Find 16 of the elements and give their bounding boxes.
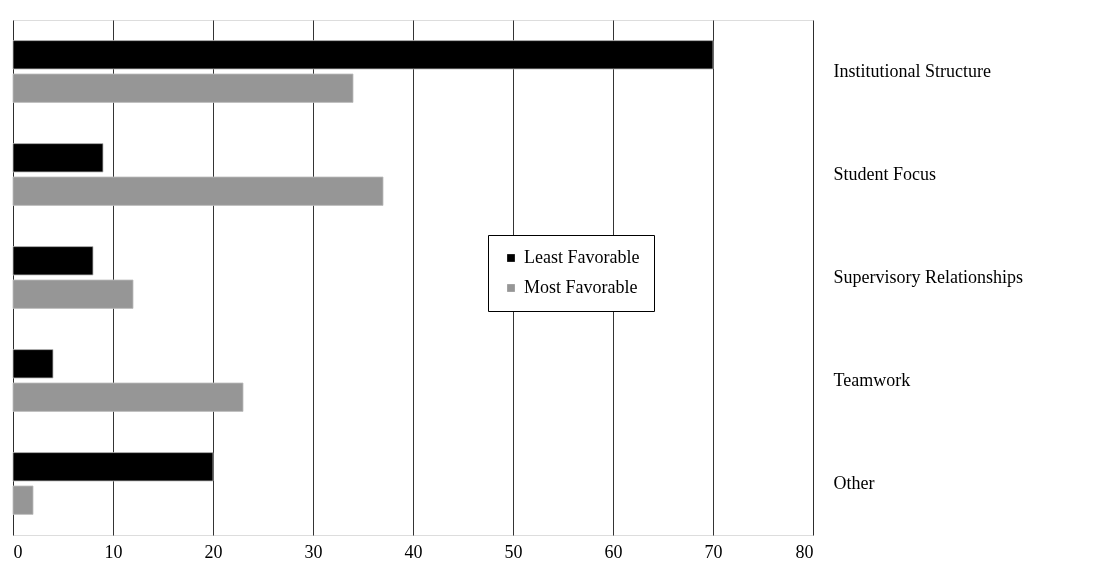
x-tick-label: 30 [304,541,323,562]
x-tick-label: 20 [204,541,223,562]
x-tick-label: 10 [104,541,123,562]
y-tick-label: Student Focus [833,163,937,184]
legend-label: Most Favorable [524,277,638,297]
x-tick-label: 80 [795,541,814,562]
y-tick-label: Supervisory Relationships [833,266,1023,287]
y-tick-label: Teamwork [833,369,911,390]
y-tick-label: Other [833,472,875,493]
x-tick-label: 40 [404,541,423,562]
x-tick-label: 0 [13,541,23,562]
legend-label: Least Favorable [524,247,640,267]
y-tick-label: Institutional Structure [833,60,991,81]
x-tick-label: 50 [504,541,523,562]
x-tick-label: 60 [604,541,623,562]
x-tick-label: 70 [704,541,723,562]
